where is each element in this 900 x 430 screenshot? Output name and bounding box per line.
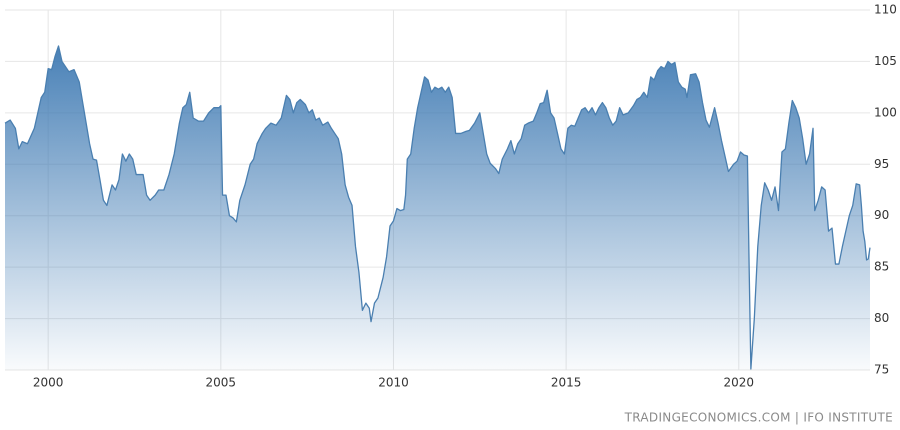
area-fill <box>5 46 870 370</box>
x-tick-label: 2015 <box>551 376 582 390</box>
x-tick-label: 2010 <box>378 376 409 390</box>
x-tick-label: 2000 <box>33 376 64 390</box>
y-tick-label: 90 <box>874 208 889 222</box>
y-tick-label: 105 <box>874 54 897 68</box>
x-tick-label: 2005 <box>206 376 237 390</box>
y-tick-label: 85 <box>874 260 889 274</box>
y-tick-label: 80 <box>874 311 889 325</box>
source: TRADINGECONOMICS.COM | IFO INSTITUTE <box>624 411 893 425</box>
y-tick-label: 95 <box>874 157 889 171</box>
y-tick-label: 100 <box>874 105 897 119</box>
line <box>4 45 871 370</box>
y-tick-label: 110 <box>874 3 897 17</box>
x-tick-label: 2020 <box>724 376 755 390</box>
y-tick-label: 75 <box>874 363 889 377</box>
